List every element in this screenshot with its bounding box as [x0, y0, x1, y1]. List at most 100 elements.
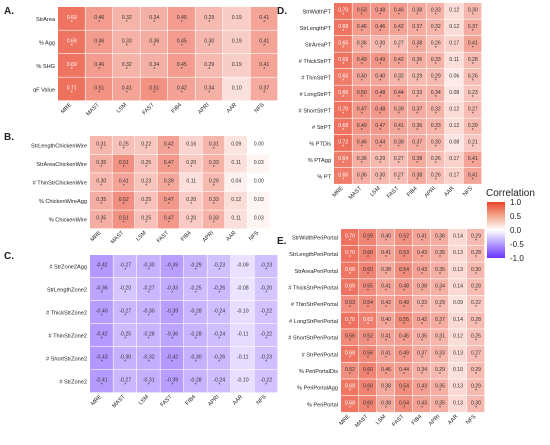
column-label-nfs: NFS [248, 230, 260, 242]
heatmap-cell [426, 85, 445, 102]
significance-marker: * [342, 128, 344, 134]
heatmap-cell [371, 85, 389, 102]
significance-marker: * [171, 314, 173, 320]
cell-value-label: 0.30 [375, 40, 385, 46]
heatmap-cell [140, 77, 168, 101]
heatmap-cell [90, 255, 113, 278]
heatmap-cell [180, 173, 202, 192]
heatmap-cell [223, 54, 250, 77]
significance-marker: * [98, 43, 100, 49]
heatmap-cell [389, 3, 408, 19]
significance-marker: * [367, 255, 369, 261]
cell-value-label: 0.48 [375, 90, 385, 96]
heatmap-cell [395, 295, 413, 312]
heatmap-cell [180, 210, 202, 229]
cell-value-label: 0.25 [141, 216, 151, 222]
heatmap-cell [352, 52, 371, 69]
cell-value-label: 0.03 [254, 160, 264, 166]
column-label-aar: AAR [232, 394, 244, 406]
column-label-mre: MRE [332, 185, 345, 198]
column-label-fib4: FIB4 [171, 102, 184, 115]
heatmap-cell [135, 210, 157, 229]
heatmap-cell [207, 347, 231, 370]
significance-marker: * [475, 389, 477, 395]
row-label-pt: % PT [317, 174, 331, 180]
cell-value-label: 0.40 [357, 73, 367, 79]
heatmap-cell [426, 135, 445, 151]
significance-marker: * [126, 90, 128, 96]
significance-marker: * [475, 238, 477, 244]
significance-marker: * [421, 322, 423, 328]
heatmap-cell [463, 118, 482, 135]
column-label-mast: MAST [110, 230, 126, 246]
significance-marker: * [475, 355, 477, 361]
heatmap-cell [408, 168, 426, 184]
heatmap-cell [377, 329, 395, 346]
legend-tick-1: 1.0 [510, 198, 522, 207]
heatmap-cell [334, 151, 352, 168]
cell-value-label: 0.56 [363, 350, 373, 356]
heatmap-cell [413, 362, 431, 379]
cell-value-label: 0.46 [375, 24, 385, 30]
cell-value-label: -0.39 [166, 309, 178, 315]
heatmap-cell [113, 54, 140, 77]
significance-marker: * [361, 128, 363, 134]
significance-marker: * [403, 389, 405, 395]
cell-value-label: 0.38 [412, 172, 422, 178]
cell-value-label: 0.28 [471, 250, 481, 256]
cell-value-label: 0.33 [412, 90, 422, 96]
cell-value-label: -0.33 [166, 286, 178, 292]
cell-value-label: 0.48 [375, 7, 385, 13]
cell-value-label: 0.25 [119, 141, 129, 147]
heatmap-cell [90, 370, 113, 393]
heatmap-cell [445, 151, 463, 168]
heatmap-cell [135, 154, 157, 173]
heatmap-cell [225, 154, 247, 173]
heatmap-cell [231, 255, 254, 278]
significance-marker: * [349, 255, 351, 261]
cell-value-label: 0.29 [471, 384, 481, 390]
significance-marker: * [475, 272, 477, 278]
significance-marker: * [398, 12, 400, 18]
significance-marker: * [171, 337, 173, 343]
cell-value-label: 0.47 [357, 106, 367, 112]
significance-marker: * [403, 288, 405, 294]
heatmap-cell [359, 262, 377, 279]
cell-value-label: 0.25 [471, 334, 481, 340]
heatmap-cell [359, 362, 377, 379]
cell-value-label: 0.41 [259, 38, 269, 44]
row-label-strareachickenwire: StrAreaChickenWire [36, 162, 87, 168]
significance-marker: * [435, 29, 437, 35]
heatmap-cell [352, 69, 371, 85]
row-label-strperiportal: # StrPeriPortal [302, 352, 338, 358]
row-label-thinstrzone2: # ThinStrZone2 [49, 334, 87, 340]
cell-value-label: 0.70 [345, 317, 355, 323]
heatmap-cell [113, 255, 137, 278]
heatmap-cell [413, 345, 431, 362]
column-label-fib4: FIB4 [185, 394, 198, 407]
significance-marker: * [439, 355, 441, 361]
heatmap-cell [352, 19, 371, 36]
heatmap-cell [395, 279, 413, 296]
heatmap-cell [140, 30, 168, 54]
cell-value-label: 0.39 [394, 106, 404, 112]
cell-value-label: 0.33 [431, 57, 441, 63]
heatmap-cell [408, 36, 426, 52]
cell-value-label: 0.10 [453, 367, 463, 373]
row-label-thinstrchickenwire: # ThinStrChickenWire [33, 181, 87, 187]
cell-value-label: 0.51 [149, 85, 159, 91]
heatmap-cell [431, 229, 449, 246]
significance-marker: * [439, 288, 441, 294]
cell-value-label: -0.23 [260, 263, 272, 269]
cell-value-label: 0.28 [468, 57, 478, 63]
cell-value-label: 0.13 [453, 400, 463, 406]
heatmap-cell [463, 36, 482, 52]
cell-value-label: -0.30 [143, 309, 155, 315]
heatmap-cell [334, 36, 352, 52]
cell-value-label: 0.30 [375, 172, 385, 178]
heatmap-cell [250, 30, 278, 54]
cell-value-label: 0.41 [119, 179, 129, 185]
heatmap-cell [395, 379, 413, 396]
cell-value-label: 0.31 [435, 334, 445, 340]
cell-value-label: 0.40 [381, 233, 391, 239]
